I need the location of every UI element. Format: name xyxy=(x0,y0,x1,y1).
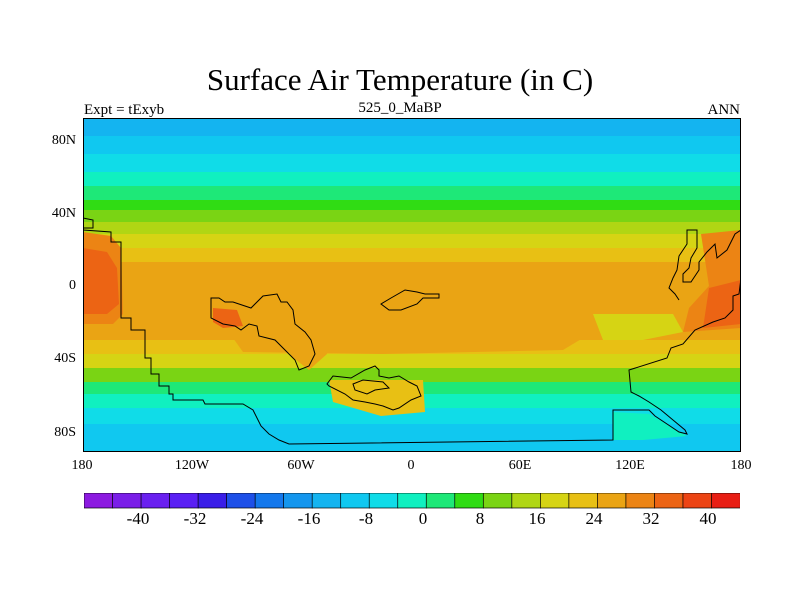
colorbar-label: -8 xyxy=(358,509,374,528)
temperature-patch xyxy=(593,314,683,340)
time-label: 525_0_MaBP xyxy=(358,100,442,116)
south-america-outline xyxy=(210,293,316,371)
lat-label-40s: 40S xyxy=(54,351,76,366)
colorbar-label: 24 xyxy=(585,509,603,528)
temperature-band xyxy=(83,408,741,424)
temperature-band xyxy=(83,222,741,234)
colorbar-label: 16 xyxy=(528,509,546,528)
colorbar-label: 32 xyxy=(642,509,660,528)
colorbar-label: 8 xyxy=(475,509,485,528)
colorbar-box xyxy=(311,493,342,509)
lon-label-60e: 60E xyxy=(508,458,532,473)
colorbar-label: -40 xyxy=(126,509,150,528)
colorbar-box xyxy=(682,493,713,509)
colorbar-label: -32 xyxy=(183,509,207,528)
colorbar-box xyxy=(568,493,599,509)
colorbar-box xyxy=(540,493,570,509)
temperature-patch xyxy=(703,280,741,328)
colorbar-label: 0 xyxy=(418,509,428,528)
lon-label-120e: 120E xyxy=(615,458,645,473)
temperature-patch xyxy=(233,332,583,354)
temperature-bands xyxy=(83,118,741,452)
temperature-band xyxy=(83,118,741,136)
colorbar-box xyxy=(482,493,513,509)
colorbar-box xyxy=(654,493,684,509)
map-frame xyxy=(83,118,741,452)
southern-island-b xyxy=(352,379,391,395)
equatorial-island xyxy=(380,289,440,311)
colorbar-box xyxy=(197,493,228,509)
colorbar-box xyxy=(597,493,627,509)
colorbar-box xyxy=(226,493,256,509)
continent-outlines xyxy=(83,217,741,445)
colorbar-box xyxy=(140,493,171,509)
colorbar-box xyxy=(254,493,285,509)
colorbar-label: -16 xyxy=(297,509,321,528)
colorbar-box xyxy=(84,493,114,509)
temperature-band xyxy=(83,210,741,222)
southern-island-a xyxy=(326,365,422,411)
colorbar-box xyxy=(425,493,456,509)
temperature-band xyxy=(83,200,741,210)
temperature-band xyxy=(83,248,741,262)
colorbar-box xyxy=(625,493,656,509)
lon-label-0: 0 xyxy=(407,458,415,473)
colorbar-box xyxy=(397,493,427,509)
colorbar-box xyxy=(340,493,370,509)
lat-label-80s: 80S xyxy=(54,425,76,440)
plot-title: Surface Air Temperature (in C) xyxy=(206,62,594,97)
lon-label-120w: 120W xyxy=(174,458,210,473)
season-label: ANN xyxy=(707,102,741,118)
lon-label-60w: 60W xyxy=(287,458,315,473)
colorbar-label: -24 xyxy=(240,509,264,528)
lon-label-180w: 180 xyxy=(71,458,93,473)
temperature-band xyxy=(83,354,741,368)
colorbar-box xyxy=(454,493,484,509)
temperature-patch xyxy=(613,412,687,440)
west-coast-inner xyxy=(83,217,94,229)
colorbar-box xyxy=(112,493,142,509)
temperature-patch xyxy=(83,248,119,314)
temperature-map xyxy=(83,118,741,452)
colorbar-label: 40 xyxy=(699,509,717,528)
lat-label-80n: 80N xyxy=(51,133,76,148)
colorbar-box xyxy=(511,493,541,509)
temperature-band xyxy=(83,234,741,248)
temperature-band xyxy=(83,172,741,186)
colorbar xyxy=(84,493,740,509)
lon-label-180e: 180 xyxy=(730,458,752,473)
temperature-band xyxy=(83,368,741,382)
colorbar-box xyxy=(283,493,313,509)
colorbar-box xyxy=(711,493,740,509)
temperature-band xyxy=(83,154,741,172)
experiment-label: Expt = tExyb xyxy=(84,102,165,118)
west-continent-outline xyxy=(83,229,741,445)
temperature-band xyxy=(83,186,741,200)
lat-label-0: 0 xyxy=(69,278,76,293)
temperature-band xyxy=(83,136,741,154)
colorbar-box xyxy=(169,493,199,509)
lat-label-40n: 40N xyxy=(51,206,76,221)
colorbar-box xyxy=(368,493,399,509)
